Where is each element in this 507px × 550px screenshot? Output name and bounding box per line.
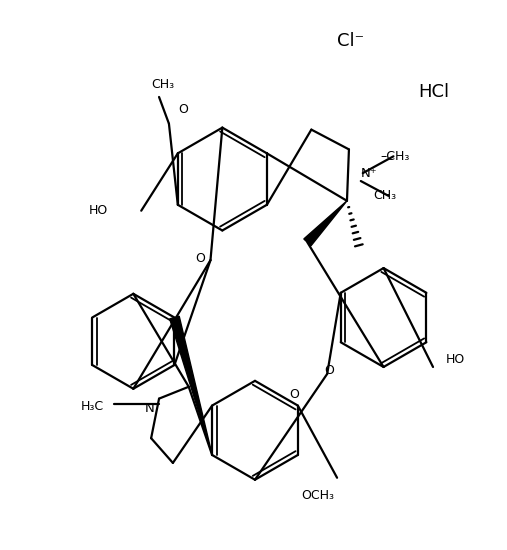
Text: –CH₃: –CH₃	[381, 150, 410, 163]
Text: Cl⁻: Cl⁻	[337, 31, 364, 50]
Text: HO: HO	[446, 353, 465, 366]
Text: O: O	[324, 365, 334, 377]
Text: N⁺: N⁺	[361, 167, 377, 180]
Polygon shape	[170, 316, 212, 455]
Text: HO: HO	[88, 204, 107, 217]
Text: CH₃: CH₃	[374, 189, 397, 202]
Text: O: O	[289, 388, 300, 401]
Polygon shape	[304, 201, 347, 246]
Text: CH₃: CH₃	[152, 78, 174, 91]
Text: O: O	[196, 252, 205, 265]
Text: N: N	[144, 402, 154, 415]
Text: H₃C: H₃C	[81, 400, 103, 413]
Text: OCH₃: OCH₃	[301, 489, 334, 502]
Text: HCl: HCl	[418, 83, 449, 101]
Text: O: O	[178, 103, 188, 117]
